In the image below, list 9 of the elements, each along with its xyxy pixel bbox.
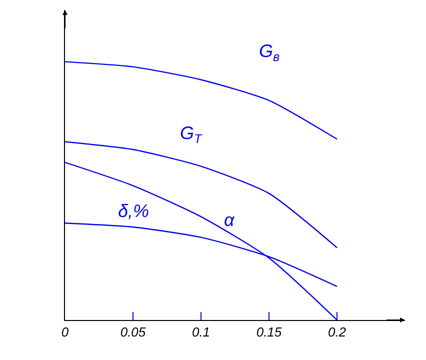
x-tick-label: 0.2 xyxy=(328,324,347,340)
x-tick-label: 0.15 xyxy=(256,324,282,340)
series-label: α xyxy=(224,210,235,230)
series-label: G$_{в}$ xyxy=(259,41,280,64)
x-tick-label: 0.1 xyxy=(192,324,210,340)
x-tick-label: 0 xyxy=(61,324,70,340)
series-label: δ,% xyxy=(118,201,150,221)
x-tick-label: 0.05 xyxy=(120,324,146,340)
series-label: G$_{T}$ xyxy=(180,123,204,146)
